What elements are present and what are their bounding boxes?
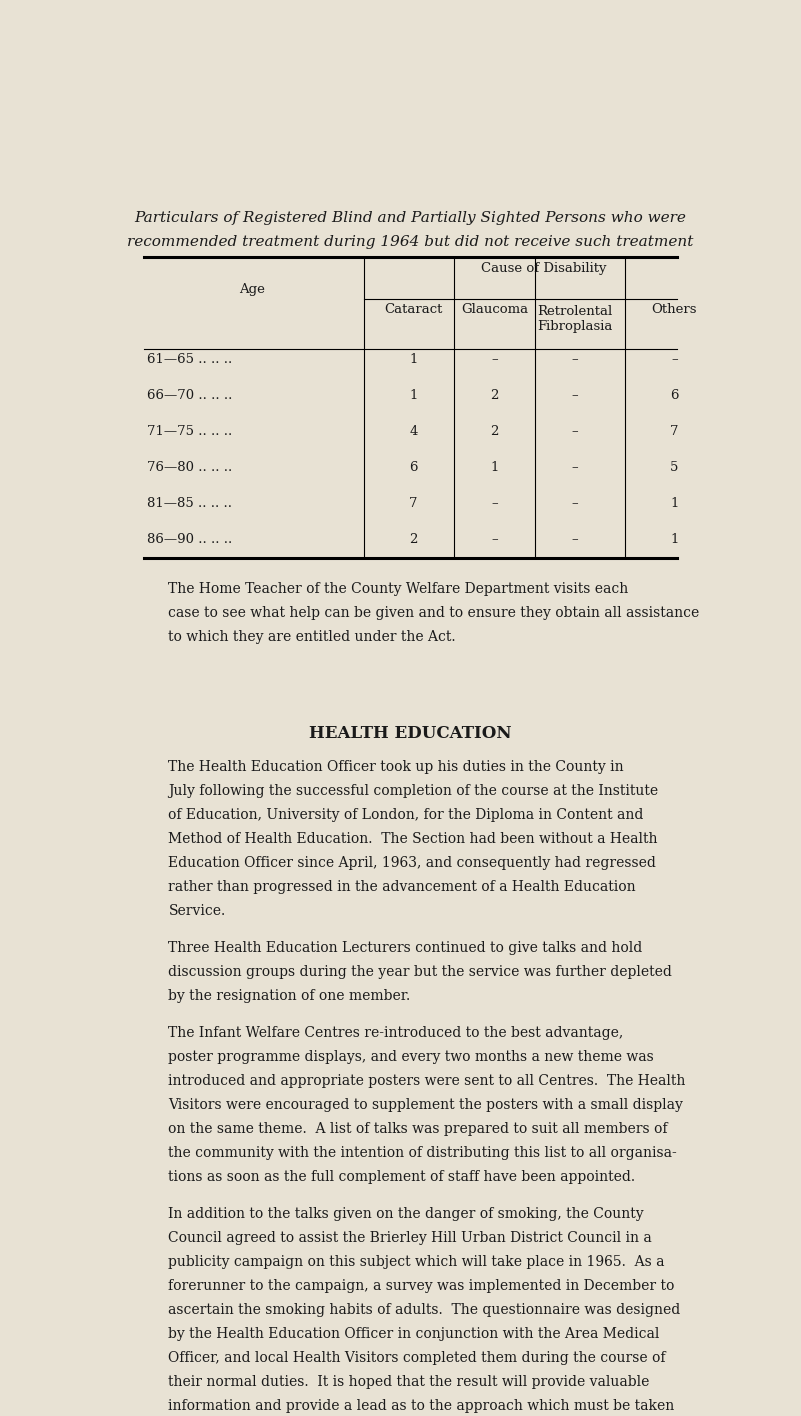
Text: In addition to the talks given on the danger of smoking, the County: In addition to the talks given on the da… [168, 1206, 644, 1221]
Text: Service.: Service. [168, 903, 226, 918]
Text: 2: 2 [490, 389, 498, 402]
Text: The Home Teacher of the County Welfare Department visits each: The Home Teacher of the County Welfare D… [168, 582, 629, 596]
Text: Cataract: Cataract [384, 303, 443, 316]
Text: The Infant Welfare Centres re-introduced to the best advantage,: The Infant Welfare Centres re-introduced… [168, 1025, 624, 1039]
Text: Council agreed to assist the Brierley Hill Urban District Council in a: Council agreed to assist the Brierley Hi… [168, 1231, 652, 1245]
Text: Method of Health Education.  The Section had been without a Health: Method of Health Education. The Section … [168, 831, 658, 845]
Text: –: – [572, 425, 578, 438]
Text: July following the successful completion of the course at the Institute: July following the successful completion… [168, 784, 658, 797]
Text: –: – [491, 353, 497, 367]
Text: 1: 1 [490, 462, 498, 474]
Text: Particulars of Registered Blind and Partially Sighted Persons who were: Particulars of Registered Blind and Part… [135, 211, 686, 225]
Text: forerunner to the campaign, a survey was implemented in December to: forerunner to the campaign, a survey was… [168, 1279, 674, 1293]
Text: 6: 6 [670, 389, 678, 402]
Text: –: – [491, 532, 497, 547]
Text: the community with the intention of distributing this list to all organisa­: the community with the intention of dist… [168, 1146, 677, 1160]
Text: case to see what help can be given and to ensure they obtain all assistance: case to see what help can be given and t… [168, 606, 699, 620]
Text: recommended treatment during 1964 but did not receive such treatment: recommended treatment during 1964 but di… [127, 235, 694, 249]
Text: –: – [671, 353, 678, 367]
Text: 1: 1 [409, 353, 418, 367]
Text: their normal duties.  It is hoped that the result will provide valuable: their normal duties. It is hoped that th… [168, 1375, 650, 1389]
Text: ascertain the smoking habits of adults.  The questionnaire was designed: ascertain the smoking habits of adults. … [168, 1303, 681, 1317]
Text: of Education, University of London, for the Diploma in Content and: of Education, University of London, for … [168, 807, 644, 821]
Text: 1: 1 [670, 532, 678, 547]
Text: –: – [572, 532, 578, 547]
Text: information and provide a lead as to the approach which must be taken: information and provide a lead as to the… [168, 1399, 674, 1413]
Text: HEALTH EDUCATION: HEALTH EDUCATION [309, 725, 512, 742]
Text: –: – [572, 389, 578, 402]
Text: by the Health Education Officer in conjunction with the Area Medical: by the Health Education Officer in conju… [168, 1327, 660, 1341]
Text: by the resignation of one member.: by the resignation of one member. [168, 988, 411, 1003]
Text: to which they are entitled under the Act.: to which they are entitled under the Act… [168, 630, 456, 644]
Text: discussion groups during the year but the service was further depleted: discussion groups during the year but th… [168, 964, 672, 978]
Text: rather than progressed in the advancement of a Health Education: rather than progressed in the advancemen… [168, 879, 636, 893]
Text: –: – [572, 353, 578, 367]
Text: Age: Age [239, 283, 265, 296]
Text: 71—75 .. .. ..: 71—75 .. .. .. [147, 425, 232, 438]
Text: 7: 7 [670, 425, 678, 438]
Text: Visitors were encouraged to supplement the posters with a small display: Visitors were encouraged to supplement t… [168, 1097, 683, 1112]
Text: 81—85 .. .. ..: 81—85 .. .. .. [147, 497, 231, 510]
Text: 4: 4 [409, 425, 418, 438]
Text: Others: Others [651, 303, 697, 316]
Text: Cause of Disability: Cause of Disability [481, 262, 606, 275]
Text: 2: 2 [490, 425, 498, 438]
Text: –: – [572, 497, 578, 510]
Text: 2: 2 [409, 532, 418, 547]
Text: 7: 7 [409, 497, 418, 510]
Text: publicity campaign on this subject which will take place in 1965.  As a: publicity campaign on this subject which… [168, 1255, 665, 1269]
Text: Glaucoma: Glaucoma [461, 303, 528, 316]
Text: 1: 1 [670, 497, 678, 510]
Text: introduced and appropriate posters were sent to all Centres.  The Health: introduced and appropriate posters were … [168, 1073, 686, 1087]
Text: on the same theme.  A list of talks was prepared to suit all members of: on the same theme. A list of talks was p… [168, 1121, 668, 1136]
Text: 66—70 .. .. ..: 66—70 .. .. .. [147, 389, 232, 402]
Text: tions as soon as the full complement of staff have been appointed.: tions as soon as the full complement of … [168, 1170, 635, 1184]
Text: Education Officer since April, 1963, and consequently had regressed: Education Officer since April, 1963, and… [168, 855, 656, 869]
Text: 1: 1 [409, 389, 418, 402]
Text: Retrolental
Fibroplasia: Retrolental Fibroplasia [537, 304, 613, 333]
Text: Three Health Education Lecturers continued to give talks and hold: Three Health Education Lecturers continu… [168, 940, 642, 954]
Text: Officer, and local Health Visitors completed them during the course of: Officer, and local Health Visitors compl… [168, 1351, 666, 1365]
Text: 86—90 .. .. ..: 86—90 .. .. .. [147, 532, 232, 547]
Text: 6: 6 [409, 462, 418, 474]
Text: 61—65 .. .. ..: 61—65 .. .. .. [147, 353, 232, 367]
Text: 76—80 .. .. ..: 76—80 .. .. .. [147, 462, 232, 474]
Text: –: – [572, 462, 578, 474]
Text: poster programme displays, and every two months a new theme was: poster programme displays, and every two… [168, 1049, 654, 1063]
Text: 5: 5 [670, 462, 678, 474]
Text: The Health Education Officer took up his duties in the County in: The Health Education Officer took up his… [168, 760, 624, 773]
Text: –: – [491, 497, 497, 510]
